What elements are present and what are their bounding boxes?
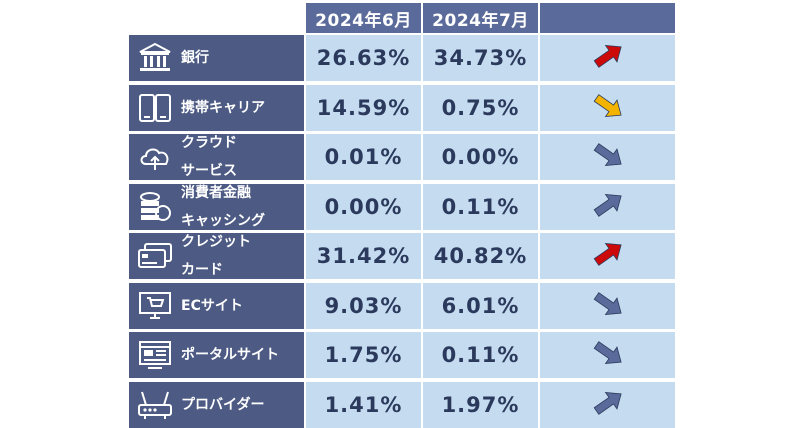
category-label-line: サービス	[181, 163, 237, 179]
category-label-line: ECサイト	[181, 297, 243, 314]
value-2024-jun: 9.03%	[306, 282, 421, 329]
trend-cell	[540, 35, 675, 81]
value-2024-jul: 0.11%	[423, 332, 538, 378]
category-label: 銀行	[181, 44, 209, 72]
category-label-line: 銀行	[181, 50, 209, 66]
trend-down-arrow-icon	[588, 288, 628, 324]
category-cell: 消費者金融キャッシング	[129, 183, 304, 230]
category-label-line: クレジット	[181, 234, 251, 250]
category-label: 消費者金融キャッシング	[181, 179, 265, 235]
value-2024-jun: 31.42%	[306, 233, 421, 279]
value-2024-jun: 0.00%	[306, 183, 421, 230]
browser-window-icon	[129, 332, 181, 378]
category-label: クラウド サービス	[181, 129, 237, 185]
category-label-line: 携帯キャリア	[181, 99, 265, 116]
value-2024-jul: 1.97%	[423, 381, 538, 428]
value-2024-jul: 0.75%	[423, 84, 538, 131]
category-label: プロバイダー	[181, 391, 264, 419]
credit-card-icon	[129, 233, 181, 279]
router-icon	[129, 382, 181, 428]
trend-cell	[540, 332, 675, 378]
trend-up-arrow-icon	[588, 40, 628, 76]
category-cell: クラウド サービス	[129, 134, 304, 180]
category-label-line: キャッシング	[181, 212, 265, 229]
value-2024-jun: 0.01%	[306, 134, 421, 180]
value-2024-jun: 1.41%	[306, 381, 421, 428]
shopping-cart-screen-icon	[129, 283, 181, 329]
value-2024-jul: 40.82%	[423, 233, 538, 279]
value-2024-jul: 6.01%	[423, 282, 538, 329]
trend-cell	[540, 381, 675, 428]
category-cell: 銀行	[129, 35, 304, 81]
header-2024-jun: 2024年6月	[306, 3, 421, 33]
category-label: 携帯キャリア	[181, 94, 265, 122]
value-2024-jun: 14.59%	[306, 84, 421, 131]
cloud-upload-icon	[129, 134, 181, 180]
category-label-line: プロバイダー	[181, 396, 265, 413]
bank-icon	[129, 35, 181, 81]
trend-cell	[540, 282, 675, 329]
coins-icon	[129, 184, 181, 230]
trend-down-arrow-icon	[588, 139, 628, 175]
value-2024-jun: 26.63%	[306, 35, 421, 81]
header-trend	[540, 3, 675, 33]
trend-cell	[540, 84, 675, 131]
trend-cell	[540, 233, 675, 279]
value-2024-jul: 0.11%	[423, 183, 538, 230]
category-label-line: 消費者金融	[181, 184, 251, 201]
category-cell: クレジット カード	[129, 233, 304, 279]
category-label: クレジット カード	[181, 228, 251, 284]
value-2024-jun: 1.75%	[306, 332, 421, 378]
category-cell: プロバイダー	[129, 381, 304, 428]
trend-up-arrow-icon	[588, 189, 628, 225]
value-2024-jul: 0.00%	[423, 134, 538, 180]
category-cell: ECサイト	[129, 282, 304, 329]
value-2024-jul: 34.73%	[423, 35, 538, 81]
category-label-line: ポータルサイト	[181, 347, 279, 363]
category-cell: ポータルサイト	[129, 332, 304, 378]
header-2024-jul: 2024年7月	[423, 3, 538, 33]
trend-down-arrow-icon	[588, 90, 628, 126]
trend-cell	[540, 183, 675, 230]
category-label-line: クラウド	[181, 135, 237, 151]
trend-up-arrow-icon	[588, 238, 628, 274]
category-label: ECサイト	[181, 292, 243, 320]
mobile-phone-icon	[129, 85, 181, 131]
trend-up-arrow-icon	[588, 387, 628, 423]
category-label-line: カード	[181, 262, 223, 278]
category-label: ポータルサイト	[181, 341, 279, 369]
category-cell: 携帯キャリア	[129, 84, 304, 131]
trend-down-arrow-icon	[588, 337, 628, 373]
trend-cell	[540, 134, 675, 180]
